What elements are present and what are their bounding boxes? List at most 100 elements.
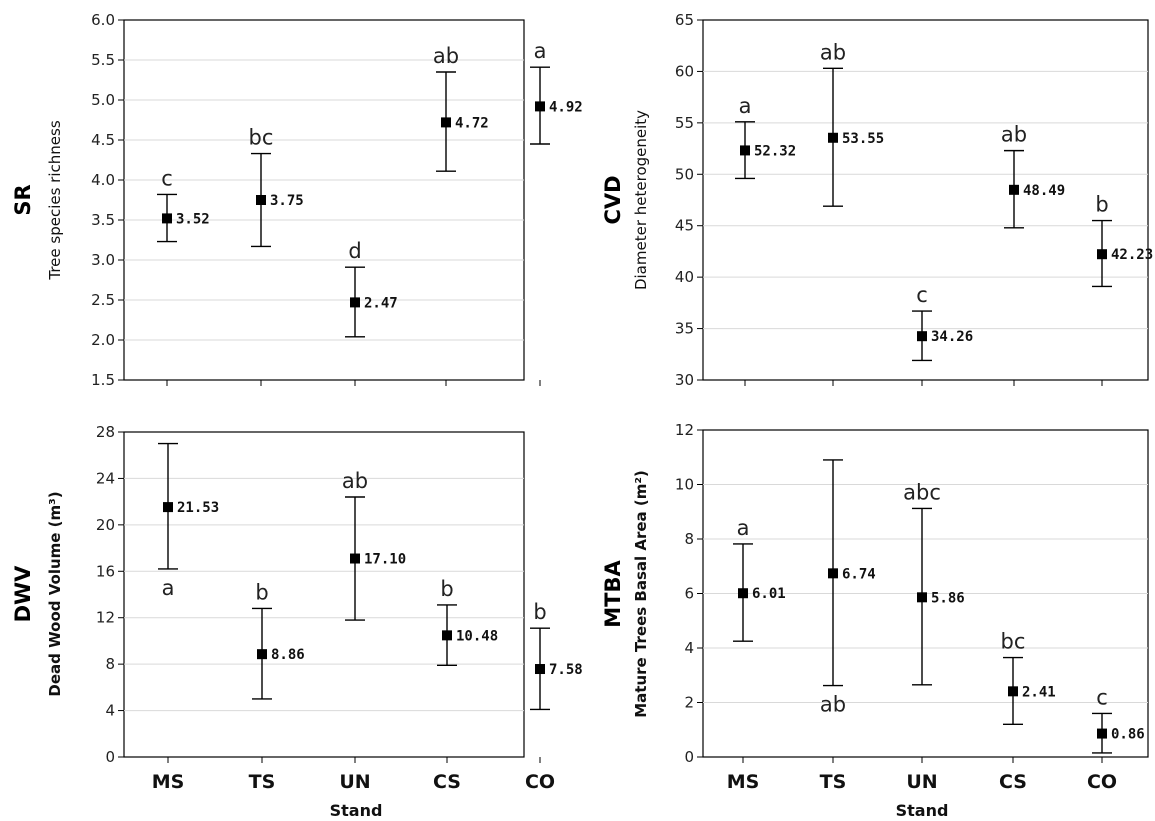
- data-point: [535, 664, 545, 675]
- significance-letter: ab: [342, 469, 368, 493]
- significance-letter: ab: [820, 693, 846, 717]
- data-label: 48.49: [1023, 183, 1065, 199]
- y-ticks: 0 4 8 12 16 20 24 28: [96, 423, 124, 766]
- y-tick-label: 12: [96, 609, 115, 627]
- plot-frame: [702, 19, 1149, 381]
- y-tick-label: 60: [675, 62, 694, 80]
- data-point: [917, 331, 927, 342]
- x-tick-label: CS: [999, 771, 1027, 793]
- x-axis-label: Stand: [330, 801, 383, 820]
- significance-letter: bc: [249, 126, 274, 150]
- significance-letter: b: [533, 600, 546, 624]
- y-tick-label: 8: [105, 655, 115, 673]
- plot-frame: [123, 431, 525, 758]
- data-marks: 21.53 a 8.86 b 17.10 ab 10.48 b 7.58 b: [158, 442, 583, 711]
- panel-title: SR: [11, 184, 35, 215]
- x-tick-label: UN: [906, 771, 937, 793]
- gridlines: [124, 59, 524, 341]
- y-tick-label: 20: [96, 516, 115, 534]
- data-label: 3.75: [270, 193, 304, 209]
- panel-sr: 1.5 2.0 2.5 3.0 3.5 4.0 4.5 5.0 5.5 6.0 3.52 c 3.75…: [11, 11, 583, 389]
- data-label: 4.92: [549, 99, 583, 115]
- data-label: 10.48: [456, 628, 498, 644]
- y-tick-label: 4: [105, 702, 115, 720]
- y-tick-label: 8: [684, 530, 694, 548]
- significance-letter: c: [916, 283, 928, 307]
- x-tick-label: MS: [152, 771, 185, 793]
- y-tick-label: 5.0: [91, 91, 115, 109]
- panel-title: MTBA: [601, 560, 625, 628]
- data-point: [828, 132, 838, 143]
- data-label: 3.52: [176, 211, 210, 227]
- gridlines: [703, 70, 1148, 330]
- data-marks: 3.52 c 3.75 bc 2.47 d 4.72 ab 4.92 a: [157, 39, 583, 338]
- significance-letter: abc: [903, 480, 941, 504]
- y-tick-label: 0: [684, 748, 694, 766]
- x-tick-label: CO: [1087, 771, 1117, 793]
- data-point: [162, 213, 172, 224]
- x-ticks: MS TS UN CS CO: [727, 757, 1117, 793]
- y-axis-label: Dead Wood Volume (m³): [46, 491, 64, 696]
- significance-letter: ab: [820, 40, 846, 64]
- significance-letter: c: [161, 166, 173, 190]
- panel-mtba: 0 2 4 6 8 10 12 MS TS UN CS CO 6.01 a 6.74 ab 5.86 abc 2…: [601, 421, 1149, 820]
- data-label: 17.10: [364, 552, 406, 568]
- y-tick-label: 24: [96, 469, 115, 487]
- y-axis-label: Mature Trees Basal Area (m²): [632, 470, 650, 718]
- data-point: [163, 502, 173, 513]
- y-ticks: 30 35 40 45 50 55 60 65: [675, 11, 703, 389]
- x-ticks: [166, 380, 541, 386]
- data-label: 4.72: [455, 115, 489, 131]
- data-marks: 52.32 a 53.55 ab 34.26 c 48.49 ab 42.23 b: [735, 40, 1153, 362]
- y-tick-label: 2.0: [91, 331, 115, 349]
- data-label: 21.53: [177, 500, 219, 516]
- significance-letter: ab: [1001, 123, 1027, 147]
- data-point: [917, 592, 927, 603]
- panel-title: DWV: [11, 565, 35, 623]
- significance-letter: b: [440, 577, 453, 601]
- data-label: 52.32: [754, 143, 796, 159]
- x-axis-label: Stand: [896, 801, 949, 820]
- y-axis-label: Diameter heterogeneity: [632, 110, 650, 290]
- data-label: 2.47: [364, 295, 398, 311]
- data-point: [738, 588, 748, 599]
- y-tick-label: 2: [684, 694, 694, 712]
- y-tick-label: 3.0: [91, 251, 115, 269]
- y-tick-label: 6.0: [91, 11, 115, 29]
- y-tick-label: 55: [675, 114, 694, 132]
- data-point: [1009, 184, 1019, 195]
- significance-letter: a: [162, 576, 175, 600]
- data-label: 8.86: [271, 647, 305, 663]
- gridlines: [703, 484, 1148, 703]
- significance-letter: d: [348, 239, 361, 263]
- panel-cvd: 30 35 40 45 50 55 60 65 52.32 a 53.55 ab 34.26 c 48.4…: [601, 11, 1153, 389]
- data-point: [1097, 728, 1107, 739]
- plot-frame: [123, 19, 525, 381]
- y-ticks: 1.5 2.0 2.5 3.0 3.5 4.0 4.5 5.0 5.5 6.0: [91, 11, 124, 389]
- data-point: [740, 145, 750, 156]
- data-point: [441, 117, 451, 128]
- data-marks: 6.01 a 6.74 ab 5.86 abc 2.41 bc 0.86 c: [733, 459, 1145, 754]
- data-point: [350, 553, 360, 564]
- data-label: 53.55: [842, 131, 884, 147]
- x-tick-label: CO: [525, 771, 555, 793]
- data-point: [1008, 686, 1018, 697]
- x-tick-label: TS: [249, 771, 276, 793]
- data-point: [442, 630, 452, 641]
- data-label: 2.41: [1022, 684, 1056, 700]
- y-tick-label: 5.5: [91, 51, 115, 69]
- significance-letter: a: [737, 516, 750, 540]
- significance-letter: bc: [1001, 630, 1026, 654]
- data-label: 42.23: [1111, 247, 1153, 263]
- significance-letter: ab: [433, 44, 459, 68]
- y-tick-label: 0: [105, 748, 115, 766]
- y-tick-label: 6: [684, 585, 694, 603]
- data-point: [1097, 249, 1107, 260]
- y-tick-label: 4: [684, 639, 694, 657]
- y-tick-label: 10: [675, 476, 694, 494]
- data-label: 6.74: [842, 566, 876, 582]
- gridlines: [124, 477, 524, 712]
- x-ticks: MS TS UN CS CO: [152, 757, 555, 793]
- y-tick-label: 12: [675, 421, 694, 439]
